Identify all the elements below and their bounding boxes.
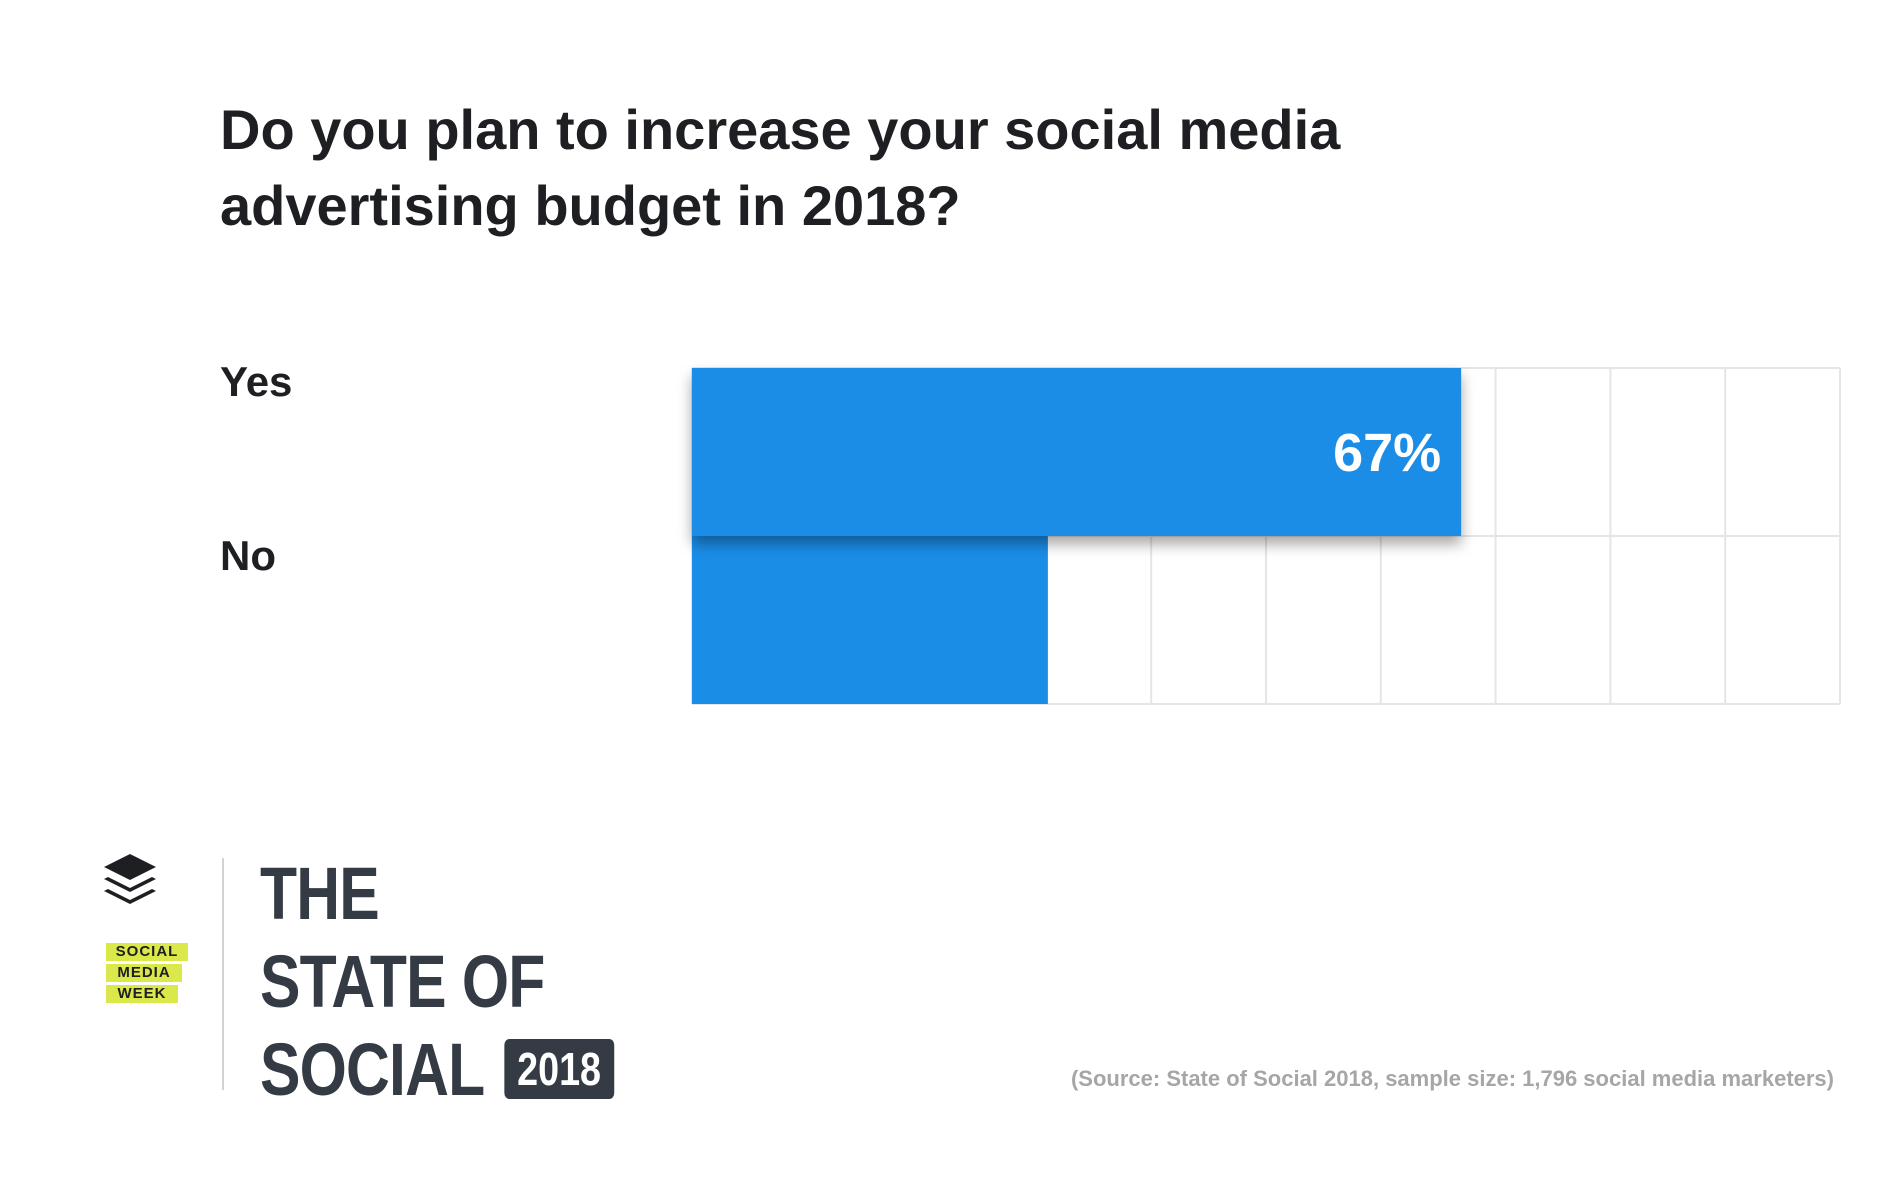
bar-value-label-yes: 67% — [1333, 423, 1441, 483]
smw-line-social: SOCIAL — [106, 943, 188, 961]
bar-no — [692, 536, 1048, 704]
report-title-line-3: SOCIAL 2018 — [260, 1026, 615, 1114]
source-note: (Source: State of Social 2018, sample si… — [1070, 1066, 1834, 1091]
chart-title: Do you plan to increase your social medi… — [220, 98, 1341, 237]
category-label-yes: Yes — [220, 358, 293, 405]
brand-divider — [222, 858, 224, 1090]
smw-line-media: MEDIA — [106, 964, 182, 982]
report-title-line-2: STATE OF — [260, 940, 545, 1023]
social-media-week-badge: SOCIAL MEDIA WEEK — [106, 943, 188, 1006]
category-label-no: No — [220, 532, 276, 579]
report-title: THE STATE OF SOCIAL 2018 — [260, 850, 615, 1114]
bar-yes — [692, 368, 1462, 536]
report-title-line-1: THE — [260, 852, 380, 935]
buffer-stack-icon — [104, 854, 156, 904]
smw-line-week: WEEK — [106, 985, 178, 1003]
year-badge: 2018 — [504, 1039, 615, 1099]
report-title-social: SOCIAL — [260, 1028, 485, 1111]
